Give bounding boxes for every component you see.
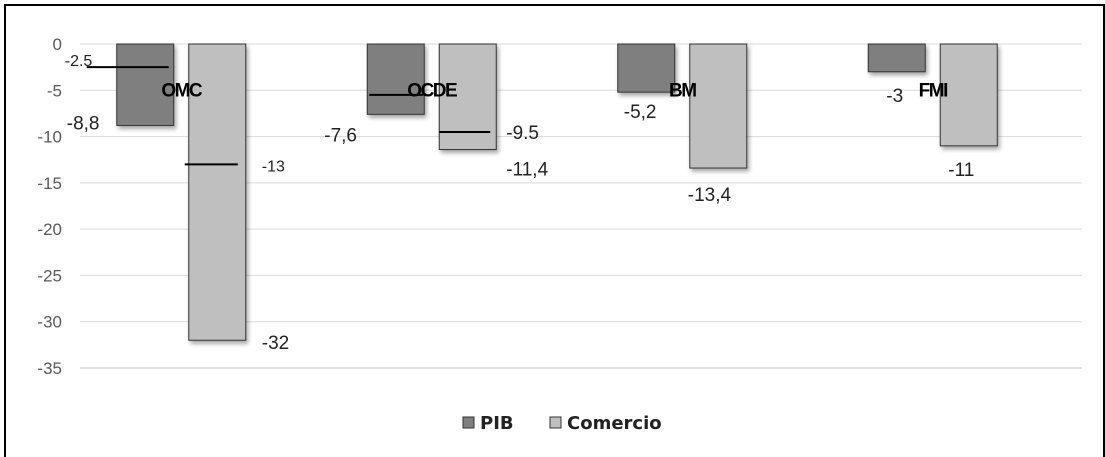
- y-tick-label: -20: [37, 220, 62, 239]
- y-tick-label: -5: [47, 81, 62, 100]
- y-tick-label: -25: [37, 266, 62, 285]
- value-label-pib-bm: -5,2: [624, 102, 657, 123]
- value-label-pib-omc: -8,8: [67, 113, 100, 134]
- bar-comercio-omc: [188, 43, 247, 341]
- category-label-omc: OMC: [161, 80, 203, 101]
- labels: -8,8 -7,6 -5,2 -3 -32 -11,4 -13,4 -11 OMC OCDE BM F…: [65, 53, 975, 354]
- bar-pib-bm: [617, 43, 676, 93]
- legend-label-comercio: Comercio: [567, 413, 662, 434]
- bars: [116, 43, 998, 341]
- category-label-ocde: OCDE: [407, 80, 457, 101]
- marker-label-comercio-omc: -13: [262, 158, 285, 175]
- y-tick-label: -15: [37, 174, 62, 193]
- legend-swatch-pib: [462, 416, 475, 429]
- legend-label-pib: PIB: [480, 413, 514, 434]
- value-label-pib-ocde: -7,6: [324, 125, 357, 146]
- bar-comercio-bm: [689, 43, 748, 169]
- markers: [86, 66, 491, 166]
- value-label-comercio-ocde: -11,4: [506, 160, 548, 181]
- y-tick-label: -10: [37, 128, 62, 147]
- bar-pib-omc: [116, 43, 175, 126]
- bar-comercio-fmi: [939, 43, 998, 147]
- category-label-fmi: FMI: [919, 80, 948, 101]
- gridlines: [80, 43, 1082, 369]
- category-label-bm: BM: [669, 80, 696, 101]
- value-label-comercio-omc: -32: [262, 333, 289, 354]
- chart-frame: [4, 4, 1105, 457]
- marker-label-pib-omc: -2.5: [65, 53, 93, 70]
- value-label-comercio-bm: -13,4: [688, 185, 732, 206]
- legend: PIB Comercio: [462, 413, 662, 434]
- y-tick-label: -35: [37, 359, 62, 378]
- legend-swatch-comercio: [549, 416, 562, 429]
- bar-pib-fmi: [867, 43, 926, 73]
- y-tick-label: -30: [37, 313, 62, 332]
- y-tick-label: 0: [53, 35, 62, 54]
- value-label-comercio-fmi: -11: [948, 160, 974, 181]
- bar-pib-ocde: [366, 43, 425, 115]
- value-label-pib-fmi: -3: [886, 86, 903, 107]
- y-axis: 0 -5 -10 -15 -20 -25 -30 -35: [37, 35, 62, 378]
- marker-label-comercio-ocde: -9.5: [506, 123, 539, 144]
